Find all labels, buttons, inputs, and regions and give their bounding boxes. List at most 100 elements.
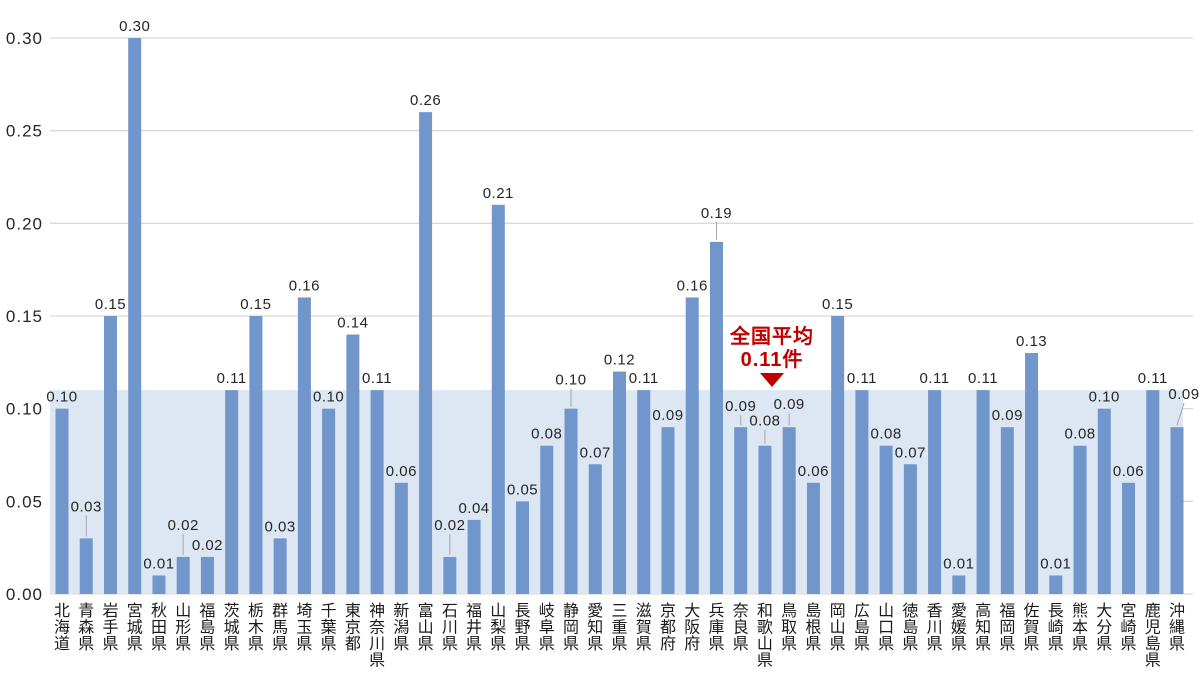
x-tick-label: 鳥取県 bbox=[781, 602, 797, 653]
y-tick-label: 0.00 bbox=[6, 585, 43, 604]
x-tick-label: 茨城県 bbox=[224, 602, 240, 653]
bar bbox=[55, 408, 69, 594]
bar bbox=[1146, 390, 1160, 594]
bar bbox=[637, 390, 651, 594]
bar bbox=[225, 390, 239, 594]
value-label: 0.15 bbox=[822, 296, 853, 313]
bar bbox=[1073, 445, 1087, 594]
x-tick-label: 滋賀県 bbox=[636, 602, 652, 653]
bar bbox=[176, 556, 190, 594]
x-tick-label: 鹿児島県 bbox=[1145, 602, 1161, 670]
x-tick-label: 島根県 bbox=[805, 602, 821, 653]
value-label: 0.11 bbox=[217, 370, 247, 387]
value-label: 0.06 bbox=[798, 463, 829, 480]
value-label: 0.11 bbox=[968, 370, 998, 387]
x-tick-label: 富山県 bbox=[418, 602, 434, 653]
x-tick-label: 山梨県 bbox=[490, 602, 506, 653]
bar bbox=[831, 316, 845, 594]
bar bbox=[491, 204, 505, 595]
x-tick-label: 長野県 bbox=[515, 602, 531, 653]
value-label: 0.09 bbox=[992, 407, 1023, 424]
value-label: 0.11 bbox=[362, 370, 392, 387]
bar bbox=[540, 445, 554, 594]
x-tick-label: 宮城県 bbox=[127, 602, 143, 653]
bar bbox=[855, 390, 869, 594]
x-tick-label: 長崎県 bbox=[1048, 602, 1064, 653]
bar bbox=[467, 519, 481, 594]
bar bbox=[952, 575, 966, 594]
national-average-value: 0.11件 bbox=[741, 347, 804, 371]
x-tick-label: 神奈川県 bbox=[369, 602, 385, 670]
value-label: 0.07 bbox=[895, 444, 926, 461]
bar bbox=[1122, 482, 1136, 594]
value-label: 0.08 bbox=[871, 426, 902, 443]
value-label: 0.19 bbox=[701, 205, 732, 222]
value-label: 0.11 bbox=[629, 370, 659, 387]
value-label: 0.09 bbox=[1168, 386, 1199, 403]
y-tick-label: 0.20 bbox=[6, 214, 43, 233]
bar bbox=[103, 316, 117, 594]
bar bbox=[661, 427, 675, 594]
value-label: 0.08 bbox=[1064, 426, 1095, 443]
bar bbox=[443, 556, 457, 594]
value-label: 0.07 bbox=[580, 444, 611, 461]
x-tick-label: 群馬県 bbox=[272, 602, 288, 653]
value-label: 0.06 bbox=[1113, 463, 1144, 480]
bar bbox=[588, 464, 602, 594]
x-tick-label: 佐賀県 bbox=[1024, 602, 1040, 653]
value-label: 0.09 bbox=[774, 396, 805, 413]
bar bbox=[1170, 427, 1184, 594]
bar bbox=[152, 575, 166, 594]
x-tick-label: 静岡県 bbox=[563, 602, 579, 653]
value-label: 0.14 bbox=[337, 315, 368, 332]
x-tick-label: 福島県 bbox=[199, 602, 215, 653]
value-label: 0.06 bbox=[386, 463, 417, 480]
bar bbox=[273, 538, 287, 594]
bar bbox=[879, 445, 893, 594]
value-label: 0.30 bbox=[119, 18, 150, 35]
x-tick-label: 奈良県 bbox=[733, 602, 749, 653]
x-tick-label: 沖縄県 bbox=[1169, 602, 1185, 653]
bar bbox=[758, 445, 772, 594]
value-label: 0.15 bbox=[95, 296, 126, 313]
y-tick-label: 0.25 bbox=[6, 122, 43, 141]
value-label: 0.16 bbox=[289, 277, 320, 294]
y-tick-label: 0.15 bbox=[6, 307, 43, 326]
bar bbox=[685, 297, 699, 594]
value-label: 0.09 bbox=[725, 398, 756, 415]
x-tick-label: 秋田県 bbox=[151, 602, 167, 653]
x-tick-label: 京都府 bbox=[660, 602, 676, 653]
bar bbox=[419, 112, 433, 594]
x-tick-label: 広島県 bbox=[854, 602, 870, 653]
x-tick-label: 愛知県 bbox=[587, 602, 603, 653]
value-label: 0.04 bbox=[458, 500, 489, 517]
x-tick-label: 愛媛県 bbox=[951, 602, 967, 653]
bar bbox=[806, 482, 820, 594]
bar bbox=[1049, 575, 1063, 594]
x-tick-label: 宮崎県 bbox=[1121, 602, 1137, 653]
x-tick-label: 福井県 bbox=[466, 602, 482, 653]
value-label: 0.02 bbox=[192, 537, 223, 554]
bar bbox=[297, 297, 311, 594]
bar bbox=[1097, 408, 1111, 594]
value-label: 0.10 bbox=[1089, 389, 1120, 406]
down-triangle-icon bbox=[760, 373, 784, 387]
x-tick-label: 青森県 bbox=[78, 602, 94, 653]
value-label: 0.05 bbox=[507, 481, 538, 498]
bar bbox=[394, 482, 408, 594]
value-label: 0.11 bbox=[847, 370, 877, 387]
bar bbox=[249, 316, 263, 594]
bar bbox=[734, 427, 748, 594]
x-tick-label: 千葉県 bbox=[321, 602, 337, 653]
bar bbox=[200, 556, 214, 594]
x-tick-label: 福岡県 bbox=[999, 602, 1015, 653]
label-leader-line bbox=[1176, 403, 1185, 426]
bar bbox=[322, 408, 336, 594]
value-label: 0.10 bbox=[555, 372, 586, 389]
value-label: 0.03 bbox=[71, 498, 102, 515]
x-tick-label: 高知県 bbox=[975, 602, 991, 653]
value-label: 0.01 bbox=[1040, 555, 1071, 572]
value-label: 0.26 bbox=[410, 92, 441, 109]
